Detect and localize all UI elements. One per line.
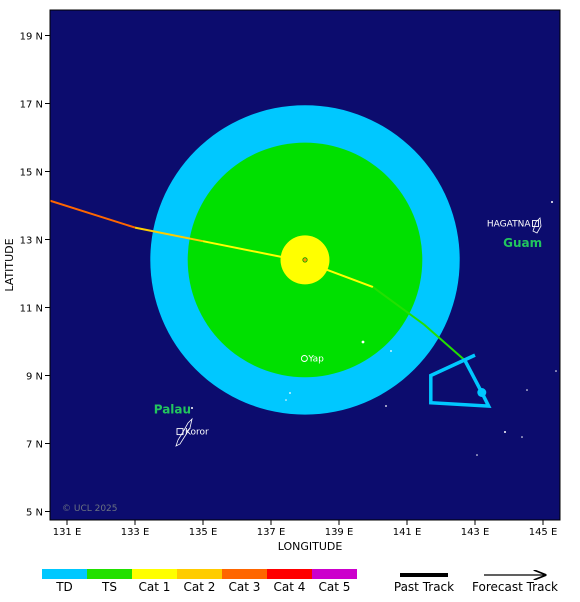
legend-label: Cat 3 [229, 580, 261, 594]
lon-tick-label: 137 E [257, 527, 286, 538]
lon-tick-label: 145 E [529, 527, 558, 538]
category-legend: TD TS Cat 1 Cat 2 Cat 3 Cat 4 Cat 5 [42, 569, 357, 594]
lat-tick-label: 15 N [20, 168, 43, 179]
islet [285, 399, 287, 401]
legend-swatch-cat-4 [267, 569, 312, 579]
lat-tick-label: 7 N [26, 440, 43, 451]
lat-tick-label: 17 N [20, 100, 43, 111]
x-axis-title: LONGITUDE [278, 540, 343, 553]
islet [504, 431, 506, 433]
lon-tick-label: 139 E [325, 527, 354, 538]
past-track-segment [202, 240, 306, 263]
legend-label: TD [55, 580, 73, 594]
forecast-track [429, 353, 492, 409]
longitude-axis: 131 E 133 E 135 E 137 E 139 E 141 E 143 E 145 E [53, 520, 558, 538]
legend: TD TS Cat 1 Cat 2 Cat 3 Cat 4 Cat 5 Past Track… [42, 569, 558, 594]
legend-swatch-cat-2 [177, 569, 222, 579]
legend-swatch-cat-1 [132, 569, 177, 579]
lat-tick-label: 13 N [20, 236, 43, 247]
islet [526, 389, 528, 391]
islet [476, 454, 478, 456]
past-track-segment [134, 226, 204, 243]
lon-tick-label: 131 E [53, 527, 82, 538]
plot-frame [49, 9, 561, 521]
storm-center-marker [302, 257, 308, 263]
islet [361, 340, 365, 344]
place-label-hagatna: HAGATNA [487, 220, 531, 230]
legend-label: Cat 5 [319, 580, 351, 594]
lat-tick-label: 11 N [20, 304, 43, 315]
islet [385, 405, 387, 407]
past-track-segment [50, 199, 136, 229]
place-label-yap: Yap [307, 355, 324, 365]
past-track-legend-label: Past Track [394, 580, 454, 594]
islet [289, 392, 291, 394]
tracks [50, 199, 492, 409]
lon-tick-label: 141 E [393, 527, 422, 538]
place-markers: HAGATNA Yap Koror [176, 220, 539, 438]
y-axis-title: LATITUDE [3, 238, 16, 291]
hagatna-marker [532, 220, 539, 227]
region-label-guam: Guam [503, 236, 542, 250]
islet [390, 350, 392, 352]
past-track-segment [423, 323, 466, 361]
islet [521, 436, 523, 438]
region-label-palau: Palau [154, 403, 191, 417]
copyright: © UCL 2025 [62, 504, 118, 514]
legend-label: Cat 1 [139, 580, 171, 594]
lat-tick-label: 9 N [26, 372, 43, 383]
legend-swatch-ts [87, 569, 132, 579]
legend-label: Cat 4 [274, 580, 306, 594]
islet [191, 407, 193, 409]
lon-tick-label: 135 E [189, 527, 218, 538]
legend-label: TS [101, 580, 117, 594]
islet [551, 201, 553, 203]
past-track-segment [304, 260, 374, 289]
lat-tick-label: 19 N [20, 32, 43, 43]
koror-marker [176, 428, 184, 436]
legend-swatch-cat-3 [222, 569, 267, 579]
plot-area: HAGATNA Yap Koror Guam Palau [50, 105, 557, 456]
forecast-track-legend-label: Forecast Track [472, 580, 558, 594]
legend-label: Cat 2 [184, 580, 216, 594]
place-label-koror: Koror [185, 428, 209, 438]
lat-tick-label: 5 N [26, 508, 43, 519]
region-labels: Guam Palau [154, 236, 542, 417]
latitude-axis: 19 N 17 N 15 N 13 N 11 N 9 N 7 N 5 N [20, 32, 50, 519]
lon-tick-label: 143 E [461, 527, 490, 538]
lon-tick-label: 133 E [121, 527, 150, 538]
legend-swatch-td [42, 569, 87, 579]
legend-swatch-cat-5 [312, 569, 357, 579]
yap-marker [300, 355, 308, 362]
islet [555, 370, 557, 372]
forecast-point [477, 388, 487, 397]
guam-island [532, 217, 542, 234]
past-track-segment [372, 286, 425, 326]
